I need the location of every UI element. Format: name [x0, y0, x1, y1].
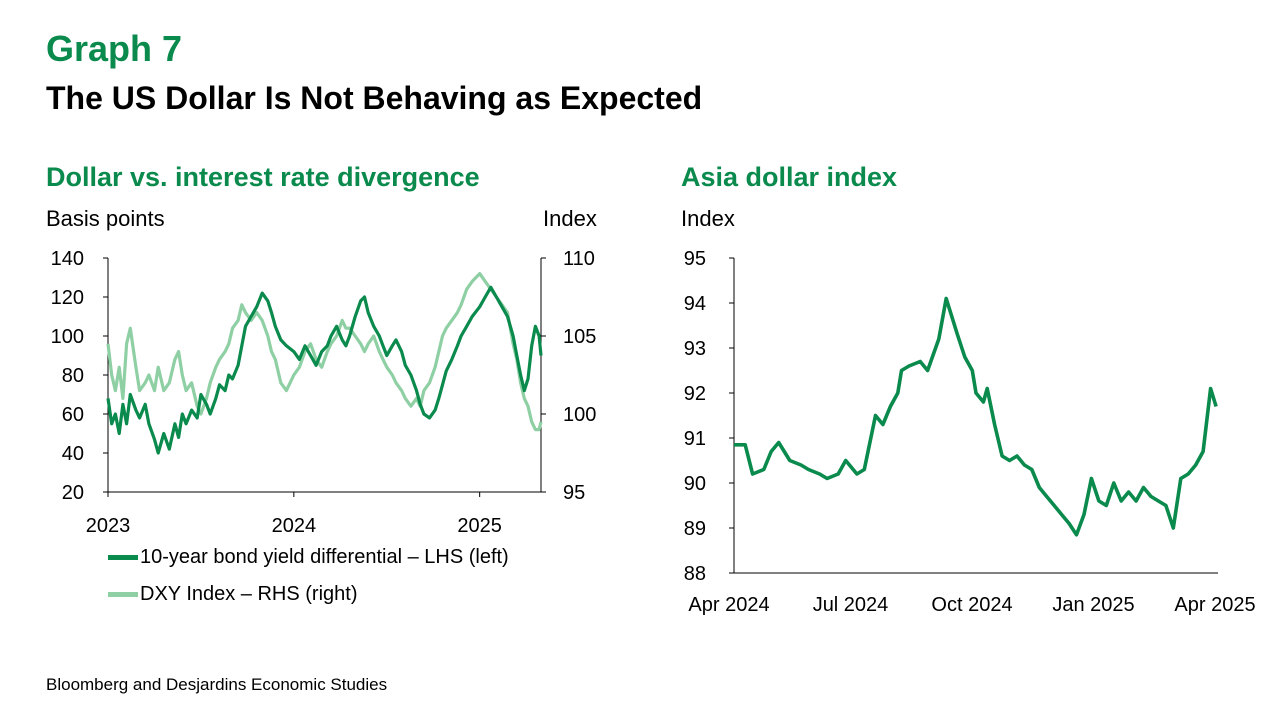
y-tick-label: 95: [684, 248, 706, 270]
x-tick-label: 2025: [457, 515, 502, 537]
left-y-tick-label: 60: [62, 404, 84, 426]
source-note: Bloomberg and Desjardins Economic Studie…: [46, 675, 388, 694]
x-tick-label: Apr 2024: [688, 594, 769, 616]
graph-number: Graph 7: [46, 28, 183, 69]
y-tick-label: 93: [684, 338, 706, 360]
legend-item-dxy: DXY Index – RHS (right): [108, 581, 358, 607]
left-y-tick-label: 120: [51, 287, 84, 309]
left-y-tick-label: 100: [51, 326, 84, 348]
right-chart-title: Asia dollar index: [681, 162, 898, 192]
right-y-tick-label: 105: [563, 326, 596, 348]
legend-swatch-bond-yield: [108, 554, 138, 560]
legend-label-bond-yield: 10-year bond yield differential – LHS (l…: [140, 545, 509, 568]
right-chart-axis-unit: Index: [681, 206, 735, 231]
left-chart-right-axis-unit: Index: [543, 206, 597, 231]
legend-item-bond-yield: 10-year bond yield differential – LHS (l…: [108, 544, 509, 570]
y-tick-label: 88: [684, 563, 706, 585]
right-y-tick-label: 110: [563, 248, 595, 270]
y-tick-label: 91: [684, 428, 706, 450]
y-tick-label: 94: [684, 293, 706, 315]
right-y-tick-label: 95: [563, 482, 585, 504]
x-tick-label: Apr 2025: [1174, 594, 1255, 616]
left-y-tick-label: 80: [62, 365, 84, 387]
series-line-bond-yield: [106, 285, 543, 455]
x-tick-label: Oct 2024: [931, 594, 1012, 616]
y-tick-label: 92: [684, 383, 706, 405]
x-tick-label: 2024: [272, 515, 317, 537]
left-chart-title: Dollar vs. interest rate divergence: [46, 162, 480, 192]
x-tick-label: 2023: [86, 515, 131, 537]
series-line-dxy: [106, 272, 543, 432]
x-tick-label: Jul 2024: [813, 594, 889, 616]
series-line-asia-dollar-index: [734, 296, 1218, 537]
left-y-tick-label: 140: [51, 248, 84, 270]
right-y-tick-label: 100: [563, 404, 596, 426]
left-chart-left-axis-unit: Basis points: [46, 206, 165, 231]
x-tick-label: Jan 2025: [1052, 594, 1134, 616]
y-tick-label: 90: [684, 473, 706, 495]
legend-swatch-dxy: [108, 591, 138, 597]
legend-label-dxy: DXY Index – RHS (right): [140, 582, 358, 605]
y-tick-label: 89: [684, 518, 706, 540]
left-y-tick-label: 20: [62, 482, 84, 504]
left-y-tick-label: 40: [62, 443, 84, 465]
page-title: The US Dollar Is Not Behaving as Expecte…: [46, 80, 703, 116]
